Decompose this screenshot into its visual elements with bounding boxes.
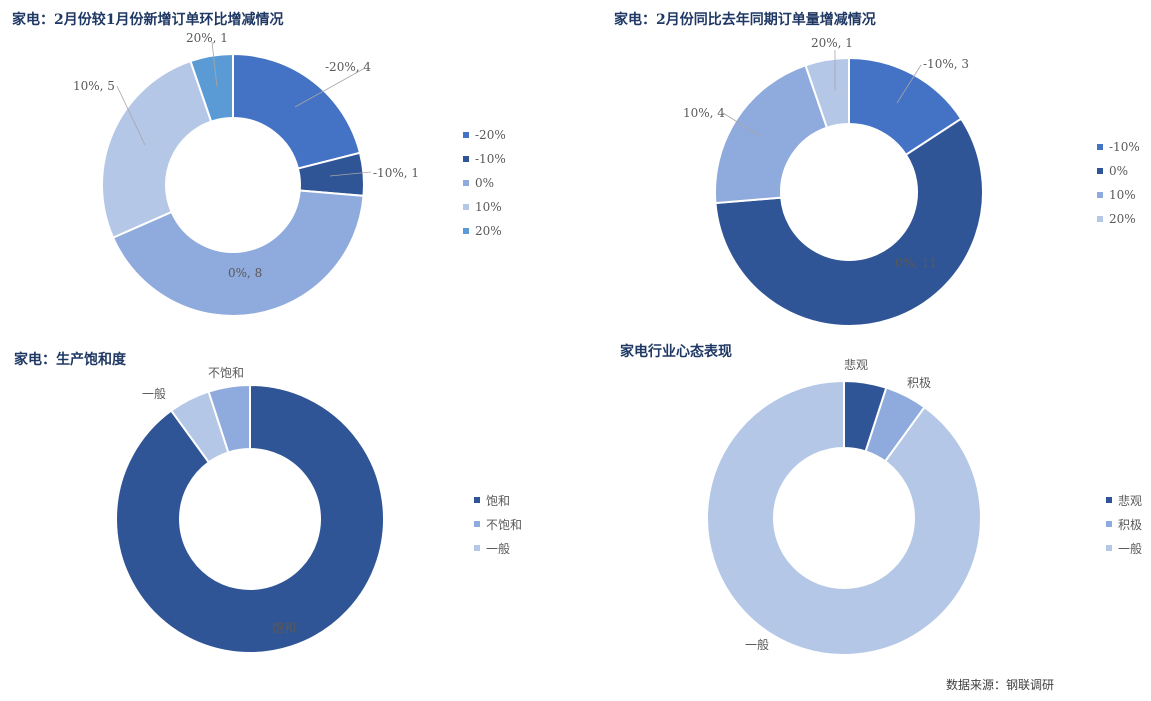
data-label: -20%, 4 [325,60,371,74]
data-label: 10%, 5 [73,79,115,93]
data-label: -10%, 1 [373,166,419,180]
legend-item: 0% [1097,159,1140,183]
legend-label: 积极 [1118,517,1143,532]
data-label: 一般 [745,637,769,652]
donut-slice [706,379,982,656]
donut-slice [232,52,362,170]
leader-line [211,41,218,88]
chart-legend: 饱和 不饱和 一般 [474,488,522,560]
legend-item: 饱和 [474,488,522,512]
legend-item: 积极 [1106,512,1142,536]
legend-label: 悲观 [1118,493,1143,508]
data-label: 悲观 [844,357,868,372]
legend-label: 20% [475,224,502,238]
legend-item: 不饱和 [474,512,522,536]
legend-item: 悲观 [1106,488,1142,512]
data-label: 20%, 1 [186,31,228,45]
donut-slice [111,189,365,317]
chart-title: 家电行业心态表现 [620,344,732,360]
donut-slice [101,59,213,239]
legend-item: -20% [463,123,506,147]
donut-slice [714,63,829,205]
data-label: 0%, 8 [228,266,262,280]
donut-chart-1: -20%, 4 -10%, 1 0%, 8 10%, 5 20%, 1 [73,31,419,317]
legend-item: 20% [1097,207,1140,231]
donut-slice [714,117,984,327]
legend-label: -10% [1109,140,1140,154]
legend-swatch [463,180,469,186]
chart-legend: -20% -10% 0% 10% 20% [463,123,506,243]
data-label: 10%, 4 [683,106,725,120]
data-label: 一般 [142,386,166,401]
legend-item: 一般 [474,536,522,560]
legend-label: 0% [1109,164,1129,178]
donut-slice [207,383,251,454]
legend-item: 0% [463,171,506,195]
legend-swatch [474,545,480,551]
donut-slice [804,56,850,129]
legend-swatch [463,204,469,210]
legend-item: 一般 [1106,536,1142,560]
legend-item: -10% [1097,135,1140,159]
legend-label: 不饱和 [486,517,523,532]
data-label: 不饱和 [208,365,244,380]
legend-swatch [1097,144,1103,150]
legend-swatch [1097,216,1103,222]
leader-line [896,64,922,104]
legend-label: 一般 [486,541,511,556]
leader-line [329,171,372,177]
data-label: -10%, 3 [923,57,969,71]
leader-line [116,85,146,146]
chart-legend: 悲观 积极 一般 [1106,488,1142,560]
legend-item: -10% [463,147,506,171]
donut-slice [115,383,385,654]
data-label: 0%, 11 [895,256,937,270]
legend-label: 一般 [1118,541,1143,556]
legend-swatch [1106,497,1112,503]
donut-slice [189,52,234,123]
legend-swatch [463,156,469,162]
chart-title: 家电：2月份同比去年同期订单量增减情况 [614,12,876,28]
legend-swatch [463,132,469,138]
data-source-note: 数据来源：钢联调研 [946,678,1055,692]
leader-line [294,67,366,108]
legend-swatch [1097,192,1103,198]
data-label: 积极 [907,376,931,390]
legend-swatch [1106,545,1112,551]
legend-item: 10% [1097,183,1140,207]
legend-label: 0% [475,176,495,190]
chart-legend: -10% 0% 10% 20% [1097,135,1140,231]
leader-line [722,112,761,137]
legend-label: 10% [1109,188,1136,202]
chart-title: 家电：2月份较1月份新增订单环比增减情况 [12,12,284,28]
donut-chart-2: -10%, 3 0%, 11 10%, 4 20%, 1 [683,36,984,327]
legend-swatch [1106,521,1112,527]
legend-swatch [474,521,480,527]
legend-label: -20% [475,128,506,142]
legend-item: 10% [463,195,506,219]
legend-swatch [474,497,480,503]
legend-item: 20% [463,219,506,243]
legend-label: 20% [1109,212,1136,226]
legend-swatch [463,228,469,234]
legend-label: 10% [475,200,502,214]
legend-label: -10% [475,152,506,166]
legend-swatch [1097,168,1103,174]
legend-label: 饱和 [486,493,511,508]
chart-title: 家电：生产饱和度 [14,352,126,368]
data-label: 饱和 [272,620,296,635]
data-label: 20%, 1 [811,36,853,50]
